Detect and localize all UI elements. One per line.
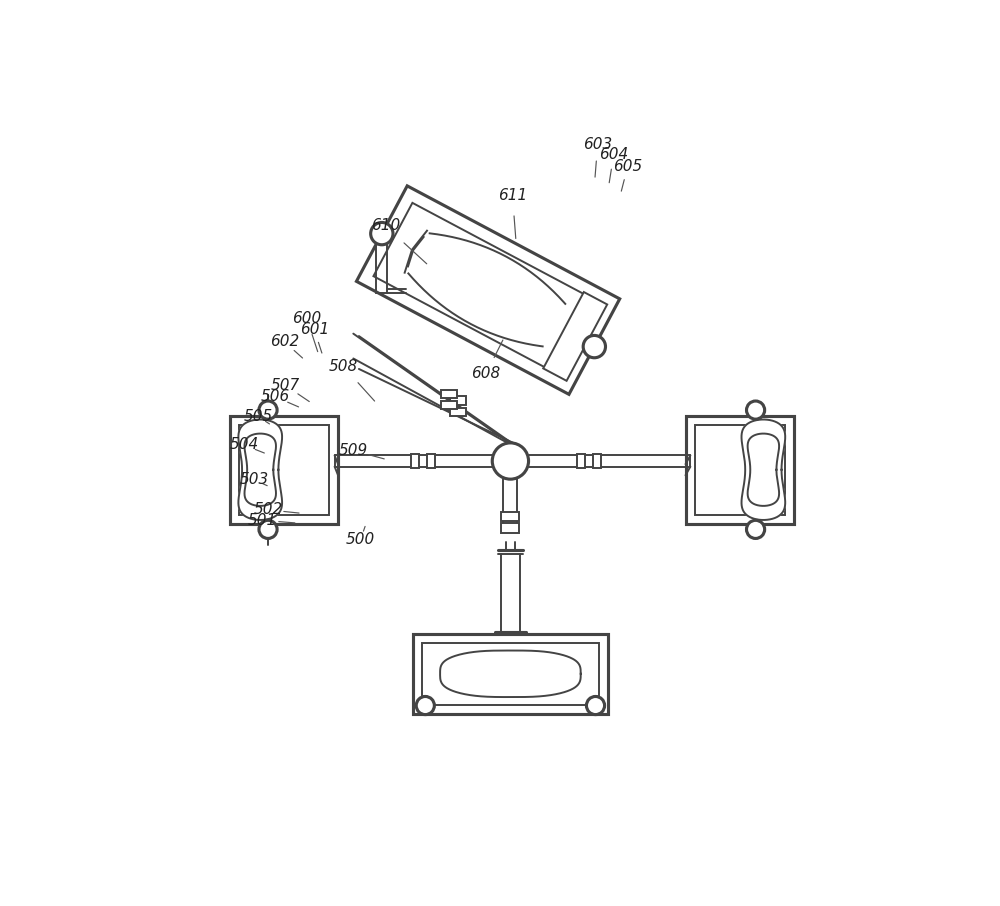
- Circle shape: [371, 223, 393, 245]
- Text: 507: 507: [271, 378, 300, 393]
- Circle shape: [747, 401, 765, 419]
- Bar: [413, 633, 608, 714]
- Text: 501: 501: [248, 513, 277, 528]
- Text: 602: 602: [270, 334, 299, 349]
- Text: 506: 506: [261, 390, 290, 404]
- Text: 500: 500: [346, 533, 375, 547]
- Bar: [239, 425, 329, 515]
- Text: 504: 504: [229, 438, 259, 452]
- Bar: [230, 416, 338, 524]
- Bar: [411, 454, 419, 468]
- Text: 611: 611: [498, 188, 527, 204]
- Text: 600: 600: [292, 311, 321, 325]
- Bar: [695, 425, 785, 515]
- Polygon shape: [543, 292, 607, 381]
- Circle shape: [583, 335, 605, 358]
- Bar: [501, 524, 519, 533]
- Text: 601: 601: [300, 323, 329, 337]
- Circle shape: [416, 697, 434, 715]
- Text: 610: 610: [371, 218, 400, 234]
- Text: 608: 608: [471, 366, 501, 381]
- Bar: [427, 454, 435, 468]
- Polygon shape: [238, 419, 282, 520]
- Text: 604: 604: [599, 148, 628, 162]
- Bar: [686, 416, 794, 524]
- Text: 502: 502: [254, 502, 283, 517]
- Circle shape: [492, 443, 529, 479]
- Bar: [577, 454, 585, 468]
- Bar: [593, 454, 601, 468]
- Circle shape: [586, 697, 605, 715]
- Bar: [501, 512, 519, 521]
- Text: 509: 509: [339, 443, 368, 458]
- Polygon shape: [742, 419, 785, 520]
- Text: 508: 508: [329, 360, 358, 374]
- Circle shape: [259, 520, 277, 538]
- Circle shape: [259, 401, 277, 419]
- Text: 503: 503: [240, 472, 269, 487]
- Text: 605: 605: [613, 159, 642, 174]
- Polygon shape: [441, 401, 457, 410]
- Polygon shape: [441, 390, 457, 398]
- Text: 505: 505: [243, 409, 272, 424]
- Polygon shape: [450, 397, 466, 405]
- Polygon shape: [450, 408, 466, 416]
- Bar: [422, 642, 599, 705]
- Circle shape: [747, 520, 765, 538]
- Polygon shape: [440, 651, 581, 697]
- Text: 603: 603: [583, 138, 612, 152]
- Polygon shape: [356, 186, 620, 394]
